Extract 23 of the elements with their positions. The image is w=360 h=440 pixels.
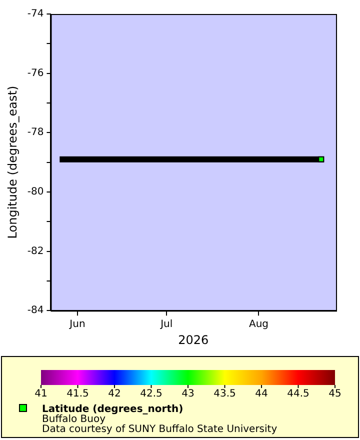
color-bar-label: 41 [34,388,48,400]
x-tick-label: Jun [68,319,86,330]
y-tick-label: -82 [27,246,44,257]
color-bar-label: 41.5 [66,388,89,400]
color-bar-label: 44.5 [287,388,310,400]
color-bar-label: 45 [328,388,342,400]
x-tick-label: Jul [160,319,173,330]
y-axis-title: Longitude (degrees_east) [5,86,20,239]
y-tick-label: -78 [27,127,44,138]
y-tick-label: -74 [27,8,44,20]
color-bar-label: 43.5 [214,388,236,400]
color-bar-label: 42.5 [140,388,162,400]
color-bar-label: 42 [108,388,121,400]
y-tick-label: -84 [27,305,44,316]
y-tick-label: -76 [27,68,44,79]
text: Buffalo Buoy [42,414,106,425]
color-bar-label: 44 [255,388,268,400]
text: Data courtesy of SUNY Buffalo State University [42,424,278,435]
color-bar-label: 43 [182,388,194,400]
x-tick-label: Aug [248,319,269,330]
color-bar-title: Latitude (degrees_north) [42,404,184,415]
x-axis-title: 2026 [178,332,209,347]
y-tick-label: -80 [27,186,44,198]
